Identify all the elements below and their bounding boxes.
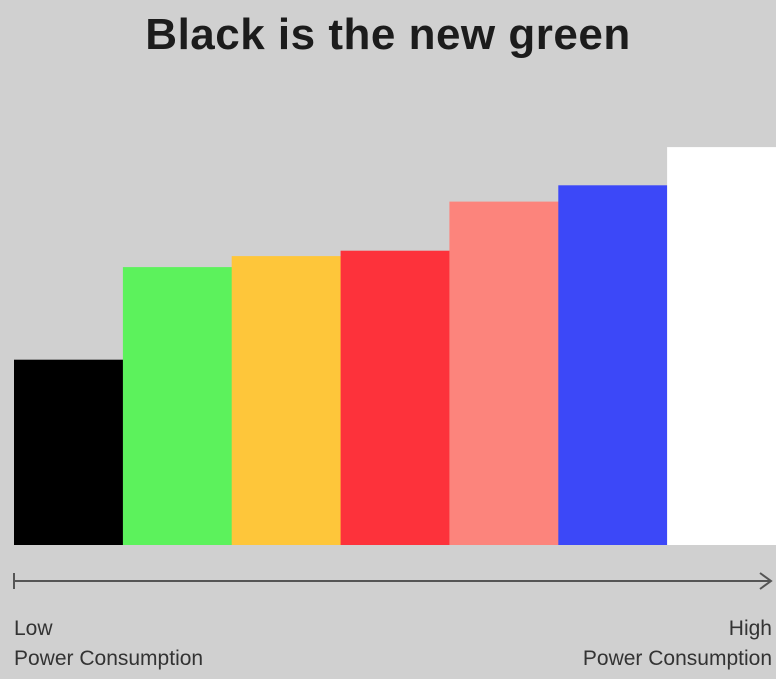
high-label: High: [728, 617, 772, 640]
low-power-label: Low Power Consumption: [14, 614, 203, 674]
power-axis-arrow: [13, 572, 773, 590]
bars-group: [14, 147, 776, 546]
bar-green: [122, 267, 233, 545]
high-sublabel: Power Consumption: [582, 647, 772, 670]
bar-red: [340, 250, 450, 545]
bar-yellow: [231, 256, 342, 545]
bar-pink: [449, 201, 559, 545]
low-sublabel: Power Consumption: [14, 647, 204, 670]
high-power-label: High Power Consumption: [583, 614, 772, 674]
chart-title: Black is the new green: [145, 10, 631, 59]
low-label: Low: [14, 617, 53, 640]
bar-black: [14, 359, 124, 545]
bar-blue: [558, 185, 668, 546]
bar-white: [667, 147, 776, 545]
